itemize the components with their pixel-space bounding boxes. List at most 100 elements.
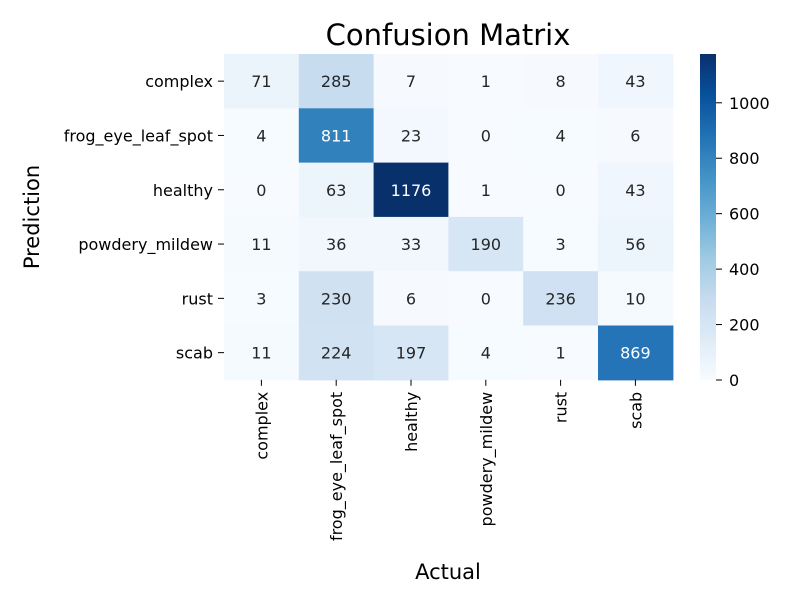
heatmap-cell — [598, 271, 674, 327]
heatmap-cell — [373, 162, 449, 218]
y-tick-label: healthy — [153, 181, 213, 200]
heatmap-cell — [224, 108, 300, 164]
heatmap-cells — [224, 54, 674, 381]
heatmap-cell — [448, 271, 524, 327]
heatmap-cell — [448, 162, 524, 218]
x-tick-label: powdery_mildew — [477, 392, 497, 527]
cell-value-label: 1 — [481, 72, 491, 91]
heatmap-cell — [598, 162, 674, 218]
heatmap-cell — [373, 271, 449, 327]
heatmap-cell — [298, 54, 375, 109]
heatmap-cell — [448, 325, 524, 381]
y-tick-label: powdery_mildew — [78, 235, 213, 255]
heatmap-cell — [448, 54, 524, 109]
cell-value-label: 285 — [321, 72, 352, 91]
heatmap-cell — [598, 325, 674, 381]
cell-value-label: 33 — [401, 235, 421, 254]
cell-value-label: 4 — [481, 344, 491, 363]
cell-value-label: 10 — [625, 289, 645, 308]
cell-value-label: 6 — [406, 289, 416, 308]
heatmap-cell — [523, 216, 599, 272]
heatmap-cell — [448, 108, 524, 164]
cell-value-label: 1176 — [391, 181, 432, 200]
heatmap-cell — [298, 162, 375, 218]
heatmap-cell — [373, 108, 449, 164]
cell-value-label: 3 — [256, 289, 266, 308]
heatmap-cell — [224, 216, 300, 272]
y-tick-label: rust — [182, 289, 213, 308]
x-axis-title: Actual — [415, 560, 481, 584]
cell-value-label: 43 — [625, 181, 645, 200]
cell-value-label: 7 — [406, 72, 416, 91]
cell-value-label: 71 — [251, 72, 271, 91]
heatmap-cell — [523, 325, 599, 381]
colorbar-tick-label: 0 — [729, 371, 739, 390]
heatmap-cell — [298, 325, 375, 381]
cell-value-label: 23 — [401, 126, 421, 145]
y-tick-label: frog_eye_leaf_spot — [64, 126, 213, 146]
cell-value-label: 4 — [256, 126, 266, 145]
heatmap-cell — [523, 271, 599, 327]
heatmap-cell — [373, 216, 449, 272]
x-tick-label: rust — [552, 392, 571, 423]
colorbar-tick-label: 600 — [729, 205, 760, 224]
heatmap-cell — [224, 162, 300, 218]
x-tick-label: healthy — [402, 392, 421, 452]
cell-value-label: 197 — [396, 344, 427, 363]
heatmap-cell — [598, 108, 674, 164]
heatmap-cell — [224, 271, 300, 327]
cell-value-label: 56 — [625, 235, 645, 254]
heatmap-cell — [598, 216, 674, 272]
cell-value-label: 224 — [321, 344, 352, 363]
heatmap-cell — [448, 216, 524, 272]
colorbar-ticks: 0 200 400 600 800 1000 — [716, 94, 770, 390]
chart-title: Confusion Matrix — [326, 18, 571, 52]
cell-value-label: 6 — [630, 126, 640, 145]
heatmap-cell — [298, 108, 375, 164]
cell-value-label: 230 — [321, 289, 352, 308]
colorbar-tick-label: 200 — [729, 316, 760, 335]
y-tick-label: scab — [176, 344, 213, 363]
heatmap-cell — [523, 162, 599, 218]
cell-value-label: 11 — [251, 344, 271, 363]
cell-value-label: 63 — [326, 181, 346, 200]
heatmap-cell — [298, 271, 375, 327]
cell-value-label: 0 — [481, 289, 491, 308]
x-tick-label: scab — [626, 392, 645, 429]
heatmap-cell — [298, 216, 375, 272]
x-tick-label: complex — [252, 392, 271, 460]
cell-value-label: 0 — [256, 181, 266, 200]
heatmap-cell — [373, 54, 449, 109]
heatmap-cell — [224, 54, 300, 109]
cell-value-label: 4 — [556, 126, 566, 145]
heatmap-cell — [598, 54, 674, 109]
heatmap-cell — [523, 54, 599, 109]
cell-value-label: 0 — [556, 181, 566, 200]
y-tick-label: complex — [145, 72, 213, 91]
cell-value-label: 190 — [471, 235, 502, 254]
cell-value-label: 36 — [326, 235, 346, 254]
cell-value-label: 0 — [481, 126, 491, 145]
heatmap-cell — [224, 325, 300, 381]
colorbar-tick-label: 400 — [729, 260, 760, 279]
cell-value-label: 811 — [321, 126, 352, 145]
x-tick-label: frog_eye_leaf_spot — [327, 392, 347, 541]
cell-value-label: 1 — [481, 181, 491, 200]
cell-value-label: 11 — [251, 235, 271, 254]
cell-value-label: 43 — [625, 72, 645, 91]
cell-value-label: 8 — [556, 72, 566, 91]
x-axis-ticks: complex frog_eye_leaf_spot healthy powdery_… — [252, 379, 645, 541]
heatmap-cell — [373, 325, 449, 381]
colorbar — [700, 54, 716, 380]
heatmap-cell — [523, 108, 599, 164]
colorbar-tick-label: 800 — [729, 149, 760, 168]
cell-value-label: 3 — [556, 235, 566, 254]
cell-value-label: 1 — [556, 344, 566, 363]
cell-value-label: 236 — [545, 289, 576, 308]
cell-value-label: 869 — [620, 344, 651, 363]
colorbar-tick-label: 1000 — [729, 94, 770, 113]
y-axis-title: Prediction — [20, 165, 44, 269]
